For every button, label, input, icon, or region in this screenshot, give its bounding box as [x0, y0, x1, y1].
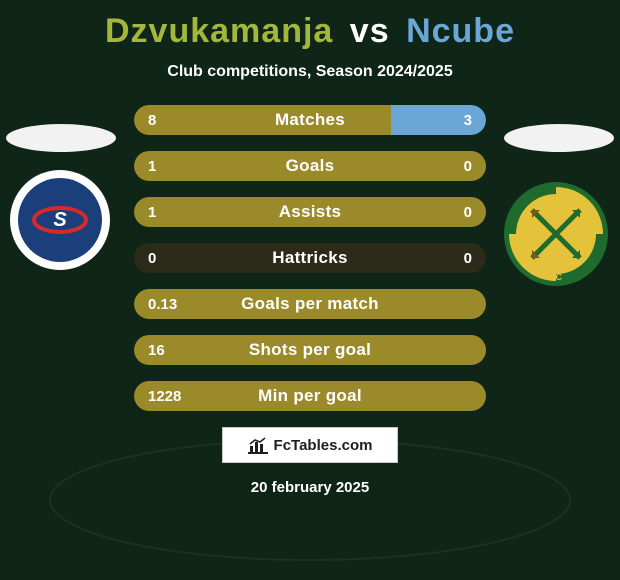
stat-row: 10Goals	[134, 151, 486, 181]
stat-row: 0.13Goals per match	[134, 289, 486, 319]
page-title: Dzvukamanja vs Ncube	[0, 12, 620, 51]
stat-row: 1228Min per goal	[134, 381, 486, 411]
stat-label: Goals	[134, 151, 486, 181]
stat-label: Matches	[134, 105, 486, 135]
stat-label: Goals per match	[134, 289, 486, 319]
stat-row: 16Shots per goal	[134, 335, 486, 365]
site-badge[interactable]: FcTables.com	[222, 427, 398, 463]
title-player2: Ncube	[406, 12, 515, 50]
title-vs: vs	[350, 12, 390, 50]
title-player1: Dzvukamanja	[105, 12, 333, 50]
stat-label: Shots per goal	[134, 335, 486, 365]
chart-icon	[248, 436, 268, 454]
site-badge-text: FcTables.com	[274, 437, 373, 454]
stat-label: Hattricks	[134, 243, 486, 273]
stat-row: 83Matches	[134, 105, 486, 135]
date-text: 20 february 2025	[0, 479, 620, 496]
stat-label: Min per goal	[134, 381, 486, 411]
stat-row: 00Hattricks	[134, 243, 486, 273]
stat-bars: 83Matches 10Goals 10Assists 00Hattricks 0.13…	[134, 105, 486, 411]
stat-label: Assists	[134, 197, 486, 227]
stat-row: 10Assists	[134, 197, 486, 227]
subtitle: Club competitions, Season 2024/2025	[0, 63, 620, 81]
